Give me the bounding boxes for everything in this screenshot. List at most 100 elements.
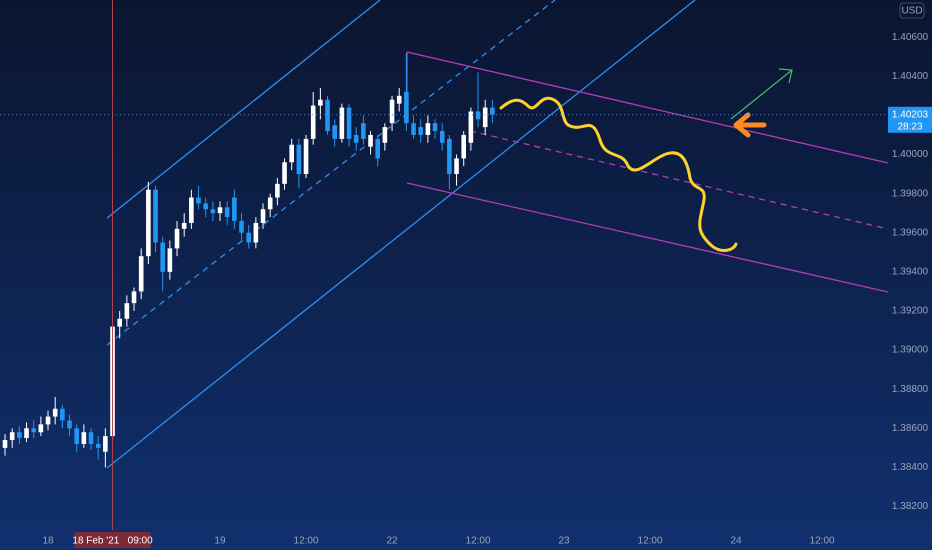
candle-body (482, 107, 488, 128)
candle-body (232, 197, 237, 221)
y-tick-label: 1.40400 (892, 71, 929, 82)
candle-body (181, 222, 187, 229)
candle-body (138, 256, 144, 292)
y-tick-label: 1.38400 (892, 462, 929, 473)
y-tick-label: 1.38200 (892, 501, 929, 512)
candle-body (418, 127, 424, 135)
candle-body (468, 111, 474, 143)
candle-body (325, 99, 330, 132)
candle-body (17, 432, 22, 439)
y-tick-label: 1.39600 (892, 227, 929, 238)
candle-body (38, 424, 44, 433)
drawings (106, 0, 889, 469)
x-tick-label: 12:00 (810, 536, 835, 547)
candle-body (339, 107, 345, 139)
candle-body (332, 125, 338, 139)
x-tick-label: 23 (558, 536, 570, 547)
currency-label: USD (901, 6, 922, 17)
y-tick-label: 1.39000 (892, 345, 929, 356)
candle-body (88, 432, 94, 444)
candle-body (253, 222, 259, 243)
y-tick-label: 1.40600 (892, 32, 929, 43)
candle-body (95, 443, 101, 448)
candle-body (153, 189, 158, 243)
candle-body (203, 203, 208, 210)
candle-body (2, 440, 8, 448)
green-arrow (730, 68, 793, 120)
candle-body (282, 162, 287, 184)
candle-body (310, 105, 316, 139)
candle-body (404, 91, 409, 124)
candle-body (60, 408, 65, 421)
candle-body (124, 303, 130, 319)
countdown-label: 28:23 (897, 121, 922, 132)
x-tick-label: 22 (386, 536, 398, 547)
last-price-box (888, 106, 932, 133)
candle-body (439, 131, 445, 143)
candle-body (303, 138, 309, 175)
x-tick-label: 18 (42, 536, 54, 547)
candle-body (346, 107, 352, 139)
candle-body (74, 428, 79, 444)
y-tick-label: 1.38600 (892, 423, 929, 434)
candle-body (361, 123, 366, 139)
channel-line (106, 0, 381, 219)
candle-body (389, 99, 395, 124)
channel-line (406, 182, 889, 293)
candle-body (81, 432, 87, 444)
candle-body (167, 248, 173, 272)
y-tick-label: 1.39200 (892, 306, 929, 317)
candle-body (67, 420, 72, 429)
candle-body (296, 144, 302, 175)
channel-midline (469, 130, 889, 230)
candle-body (103, 436, 108, 452)
candle-body (353, 134, 359, 143)
x-tick-label: 12:00 (294, 536, 319, 547)
candle-body (239, 220, 244, 233)
channel-line (106, 0, 696, 469)
orange-arrow (733, 112, 767, 138)
last-price-label: 1.40203 (892, 109, 929, 120)
candle-body (289, 144, 294, 163)
candles (2, 52, 495, 468)
candle-body (454, 158, 459, 175)
candle-body (375, 138, 381, 159)
x-tick-label: 24 (730, 536, 742, 547)
candle-body (411, 123, 416, 135)
candle-body (425, 123, 431, 135)
candle-body (382, 127, 388, 143)
candle-body (396, 95, 402, 104)
candle-body (131, 291, 137, 304)
candle-body (189, 197, 194, 223)
candle-body (174, 228, 180, 249)
candle-body (461, 134, 467, 159)
crosshair-label: 18 Feb '21 09:00 (72, 536, 153, 547)
candle-body (196, 197, 201, 204)
candle-body (210, 209, 216, 214)
candle-body (267, 197, 273, 210)
x-tick-label: 12:00 (466, 536, 491, 547)
candle-body (475, 111, 481, 120)
candle-body (146, 189, 151, 257)
channel-line (406, 51, 889, 164)
candle-body (45, 416, 51, 425)
candle-body (447, 138, 452, 175)
x-tick-label: 19 (214, 536, 226, 547)
candle-body (217, 207, 223, 214)
candle-body (246, 232, 251, 243)
currency-box (899, 2, 925, 19)
candle-body (117, 318, 122, 327)
candle-body (224, 207, 230, 218)
y-tick-label: 1.39800 (892, 188, 929, 199)
candle-body (160, 242, 165, 272)
candle-body (490, 107, 495, 115)
candle-body (318, 99, 323, 106)
candle-body (52, 408, 58, 417)
crosshair-label-box (74, 532, 151, 548)
candle-body (432, 123, 438, 132)
y-tick-label: 1.39400 (892, 266, 929, 277)
candle-body (260, 209, 266, 223)
